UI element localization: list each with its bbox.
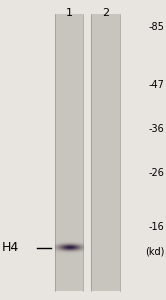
Text: 2: 2	[102, 8, 109, 18]
Text: -36: -36	[149, 124, 164, 134]
Text: (kd): (kd)	[145, 247, 164, 257]
Text: -26: -26	[148, 167, 164, 178]
Text: 1: 1	[65, 8, 72, 18]
Bar	[91, 14, 120, 291]
Text: H4: H4	[2, 241, 19, 254]
Text: -16: -16	[149, 221, 164, 232]
Text: -47: -47	[148, 80, 164, 91]
Text: -85: -85	[148, 22, 164, 32]
Bar	[55, 14, 83, 291]
